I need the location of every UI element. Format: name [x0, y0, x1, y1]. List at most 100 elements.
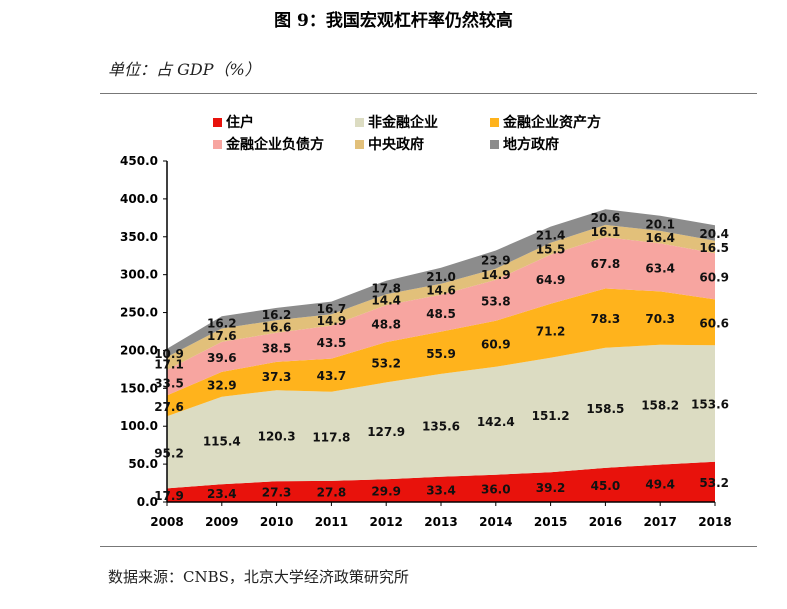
area-nonfinancial_corporates — [167, 344, 715, 489]
data-label-central_gov: 15.5 — [536, 243, 566, 257]
data-label-households: 23.4 — [207, 487, 237, 501]
y-tick-label: 50.0 — [128, 457, 158, 471]
data-label-households: 33.4 — [426, 483, 456, 497]
data-labels: 17.9 23.4 27.3 27.8 29.9 33.4 36.0 39.2 45.0 49.4… — [154, 211, 729, 503]
data-label-households: 39.2 — [536, 481, 566, 495]
source-label: 数据来源：CNBS，北京大学经济政策研究所 — [108, 568, 409, 586]
area-central_gov — [167, 224, 715, 370]
data-label-central_gov: 14.4 — [371, 294, 401, 308]
area-households — [167, 461, 715, 502]
x-tick-label: 2014 — [479, 515, 512, 529]
data-label-central_gov: 16.4 — [645, 231, 675, 245]
data-label-financial_assets: 43.7 — [317, 369, 347, 383]
data-label-financial_assets: 60.9 — [481, 338, 511, 352]
x-tick-label: 2010 — [260, 515, 293, 529]
x-tick-label: 2016 — [589, 515, 622, 529]
data-label-financial_liabilities: 48.5 — [426, 307, 456, 321]
data-label-households: 27.8 — [317, 485, 347, 499]
axes: 0.0 50.0 100.0 150.0 200.0 250.0 300.0 350.0 400… — [120, 154, 732, 529]
legend-label-local_gov: 地方政府 — [503, 136, 559, 153]
data-label-local_gov: 21.4 — [536, 229, 566, 243]
x-tick-label: 2013 — [424, 515, 457, 529]
data-label-households: 45.0 — [591, 479, 621, 493]
y-tick-label: 450.0 — [120, 154, 158, 168]
x-tick-label: 2012 — [369, 515, 402, 529]
top-divider — [100, 93, 757, 94]
data-label-nonfinancial_corporates: 115.4 — [203, 435, 241, 449]
data-label-local_gov: 20.6 — [591, 211, 621, 225]
x-tick-label: 2017 — [643, 515, 676, 529]
data-label-central_gov: 16.5 — [699, 241, 729, 255]
data-label-financial_assets: 53.2 — [371, 356, 401, 370]
data-label-financial_assets: 70.3 — [645, 312, 675, 326]
unit-label: 单位：占 GDP（%） — [108, 60, 261, 79]
data-label-local_gov: 20.4 — [699, 227, 729, 241]
data-label-financial_assets: 27.6 — [154, 400, 184, 414]
legend-swatch-local_gov — [490, 140, 499, 149]
legend-swatch-nonfinancial_corporates — [355, 118, 364, 127]
y-tick-label: 250.0 — [120, 306, 158, 320]
data-label-households: 53.2 — [699, 476, 729, 490]
y-tick-label: 300.0 — [120, 268, 158, 282]
data-label-households: 49.4 — [645, 477, 675, 491]
legend-label-central_gov: 中央政府 — [368, 136, 424, 153]
data-label-financial_liabilities: 67.8 — [591, 257, 621, 271]
y-tick-label: 150.0 — [120, 381, 158, 395]
data-label-nonfinancial_corporates: 95.2 — [154, 446, 184, 460]
data-label-local_gov: 16.2 — [207, 316, 237, 330]
data-label-households: 27.3 — [262, 486, 292, 500]
data-label-nonfinancial_corporates: 158.2 — [641, 399, 679, 413]
legend-label-financial_assets: 金融企业资产方 — [502, 114, 601, 131]
data-label-financial_liabilities: 39.6 — [207, 351, 237, 365]
data-label-financial_assets: 32.9 — [207, 378, 237, 392]
data-label-nonfinancial_corporates: 120.3 — [258, 430, 296, 444]
data-label-financial_assets: 37.3 — [262, 370, 292, 384]
data-label-local_gov: 21.0 — [426, 270, 456, 284]
data-label-financial_assets: 71.2 — [536, 325, 566, 339]
legend-swatch-financial_assets — [490, 118, 499, 127]
y-tick-label: 100.0 — [120, 419, 158, 433]
data-label-central_gov: 14.9 — [481, 268, 511, 282]
data-label-nonfinancial_corporates: 151.2 — [532, 409, 570, 423]
data-label-nonfinancial_corporates: 142.4 — [477, 415, 515, 429]
legend-label-nonfinancial_corporates: 非金融企业 — [368, 114, 438, 131]
data-label-financial_liabilities: 38.5 — [262, 341, 292, 355]
legend-label-financial_liabilities: 金融企业负债方 — [225, 136, 324, 153]
area-financial_assets — [167, 288, 715, 417]
data-label-central_gov: 16.6 — [262, 320, 292, 334]
data-label-central_gov: 14.6 — [426, 283, 456, 297]
data-label-nonfinancial_corporates: 117.8 — [312, 430, 350, 444]
data-label-financial_assets: 60.6 — [699, 316, 729, 330]
y-tick-label: 400.0 — [120, 192, 158, 206]
y-tick-label: 200.0 — [120, 343, 158, 357]
data-label-local_gov: 23.9 — [481, 254, 511, 268]
x-tick-label: 2015 — [534, 515, 567, 529]
data-label-households: 36.0 — [481, 482, 511, 496]
x-tick-label: 2011 — [315, 515, 348, 529]
data-label-financial_liabilities: 43.5 — [317, 336, 347, 350]
legend-label-households: 住户 — [226, 114, 254, 131]
data-label-central_gov: 17.1 — [154, 358, 184, 372]
figure-title: 图 9：我国宏观杠杆率仍然较高 — [274, 11, 513, 31]
data-label-financial_liabilities: 53.8 — [481, 294, 511, 308]
data-label-financial_assets: 55.9 — [426, 347, 456, 361]
data-label-financial_liabilities: 60.9 — [699, 270, 729, 284]
data-label-local_gov: 16.7 — [317, 302, 347, 316]
area-financial_liabilities — [167, 237, 715, 396]
x-tick-label: 2008 — [150, 515, 183, 529]
data-label-households: 29.9 — [371, 485, 401, 499]
data-label-households: 17.9 — [154, 489, 184, 503]
legend-swatch-financial_liabilities — [213, 140, 222, 149]
bottom-divider — [100, 546, 757, 547]
data-label-local_gov: 17.8 — [371, 281, 401, 295]
y-tick-label: 350.0 — [120, 230, 158, 244]
area-local_gov — [167, 209, 715, 357]
area-series — [167, 209, 715, 502]
data-label-nonfinancial_corporates: 127.9 — [367, 425, 405, 439]
y-tick-label: 0.0 — [137, 495, 158, 509]
data-label-central_gov: 14.9 — [317, 314, 347, 328]
data-label-central_gov: 17.6 — [207, 329, 237, 343]
data-label-nonfinancial_corporates: 158.5 — [586, 402, 624, 416]
data-label-financial_assets: 78.3 — [591, 312, 621, 326]
data-label-nonfinancial_corporates: 153.6 — [691, 397, 729, 411]
